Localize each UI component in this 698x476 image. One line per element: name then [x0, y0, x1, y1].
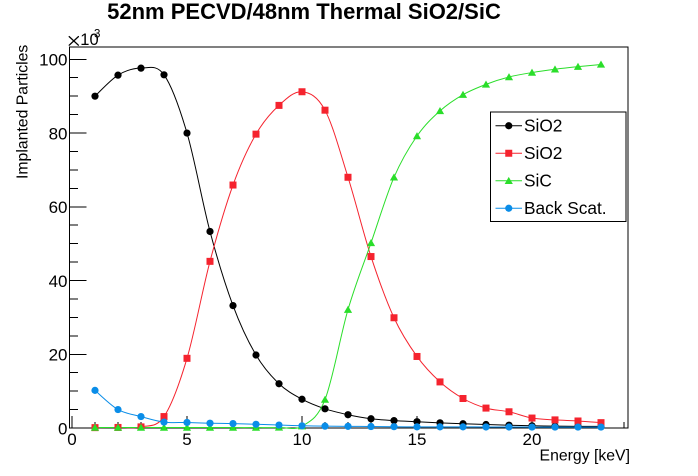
svg-text:20: 20: [523, 430, 542, 449]
svg-text:SiO2: SiO2: [524, 116, 562, 136]
svg-text:20: 20: [49, 346, 68, 365]
svg-text:40: 40: [49, 272, 68, 291]
svg-text:52nm PECVD/48nm Thermal SiO2/S: 52nm PECVD/48nm Thermal SiO2/SiC: [107, 0, 501, 24]
svg-text:5: 5: [182, 430, 191, 449]
svg-text:Implanted Particles: Implanted Particles: [15, 45, 32, 179]
svg-text:60: 60: [49, 198, 68, 217]
svg-text:0: 0: [67, 430, 76, 449]
svg-text:80: 80: [49, 124, 68, 143]
svg-text:SiC: SiC: [524, 171, 552, 191]
svg-text:10: 10: [80, 31, 98, 49]
svg-text:3: 3: [94, 28, 100, 40]
svg-text:100: 100: [39, 51, 67, 70]
svg-text:Back Scat.: Back Scat.: [524, 198, 607, 218]
svg-text:SiO2: SiO2: [524, 143, 562, 163]
svg-text:15: 15: [408, 430, 427, 449]
svg-text:Energy [keV]: Energy [keV]: [540, 448, 630, 465]
svg-text:10: 10: [293, 430, 312, 449]
svg-text:0: 0: [58, 419, 67, 438]
